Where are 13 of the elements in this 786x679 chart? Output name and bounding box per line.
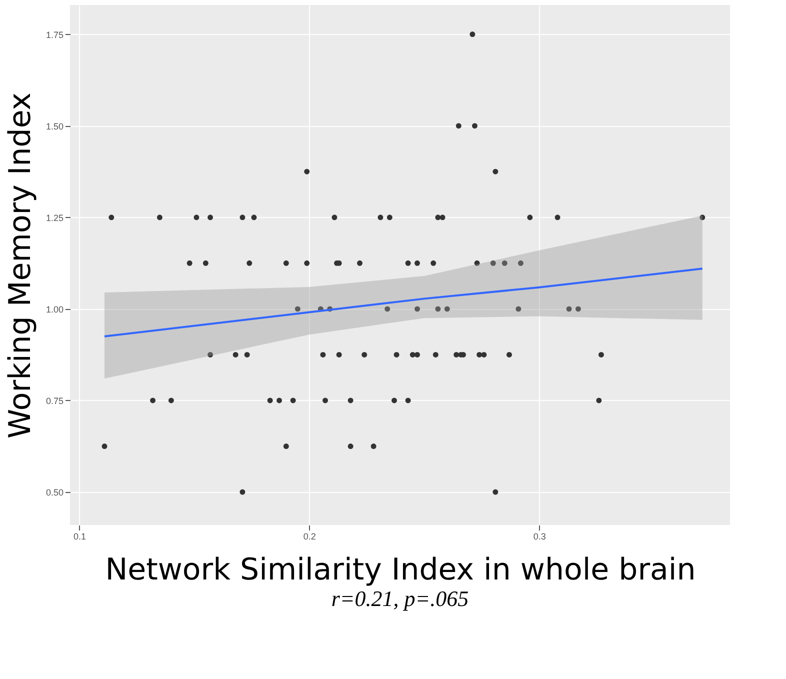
y-tick-label: 0.50 <box>46 488 64 498</box>
x-tick-label: 0.3 <box>533 532 546 542</box>
text: r=0.21, p=.065 <box>331 586 469 611</box>
x-axis-title: Network Similarity Index in whole brain <box>105 552 696 588</box>
x-tick-label: 0.1 <box>73 532 86 542</box>
y-tick-label: 1.25 <box>46 212 64 223</box>
y-tick-label: 0.75 <box>46 396 64 406</box>
x-tick-label: 0.2 <box>303 532 316 542</box>
y-tick-label: 1.50 <box>46 121 64 132</box>
y-tick-label: 1.00 <box>46 304 64 314</box>
y-tick-label: 1.75 <box>46 30 64 40</box>
y-axis-title: Working Memory Index <box>2 92 38 439</box>
line-series <box>103 268 704 338</box>
